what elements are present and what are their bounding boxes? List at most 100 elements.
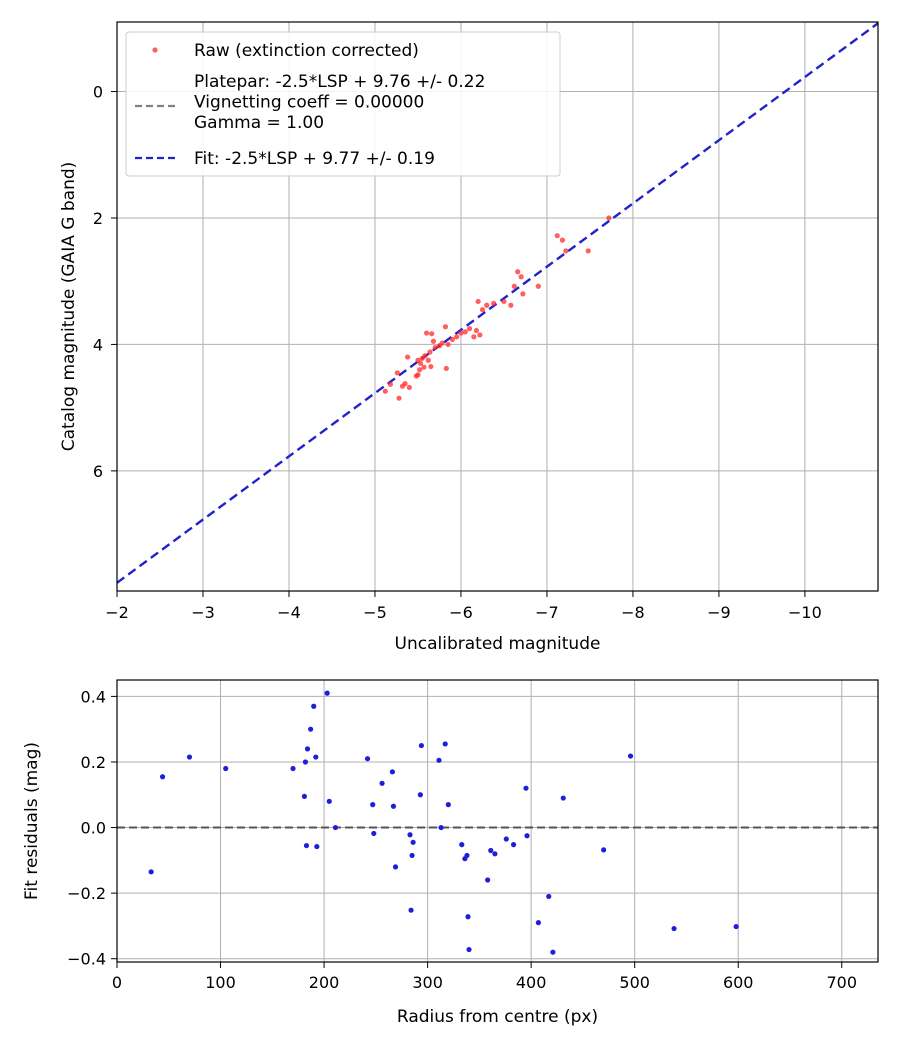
- raw-point: [387, 381, 394, 387]
- top-x-tick-label: −6: [449, 603, 473, 622]
- bottom-y-tick-label: −0.2: [67, 884, 106, 903]
- raw-point: [427, 349, 433, 355]
- residual-point: [409, 852, 415, 859]
- residual-point: [465, 914, 471, 920]
- raw-point: [585, 248, 591, 254]
- top-x-tick-label: −8: [621, 603, 645, 622]
- residual-point: [524, 833, 530, 839]
- raw-point: [606, 215, 612, 221]
- bottom-y-axis-label: Fit residuals (mag): [22, 742, 42, 900]
- raw-point: [475, 298, 481, 305]
- residual-point: [488, 847, 494, 854]
- top-y-axis-label: Catalog magnitude (GAIA G band): [59, 162, 79, 452]
- residual-point: [301, 793, 308, 800]
- residual-point: [186, 754, 193, 760]
- raw-point: [501, 298, 507, 305]
- residual-point: [308, 726, 314, 732]
- residual-point: [148, 869, 154, 875]
- residual-point: [332, 824, 339, 831]
- residual-point: [392, 864, 399, 870]
- residual-point: [304, 746, 311, 752]
- residual-point: [302, 759, 309, 765]
- residual-point: [390, 803, 397, 809]
- raw-point: [417, 360, 424, 366]
- raw-point: [511, 283, 517, 289]
- raw-point: [443, 365, 449, 372]
- raw-point: [462, 329, 468, 335]
- top-plot-frame: [116, 21, 879, 592]
- residual-point: [410, 839, 416, 845]
- legend-platepar-label: Platepar: -2.5*LSP + 9.76 +/- 0.22 Vignet…: [194, 72, 485, 133]
- bottom-x-ticks: 0 100 200 300 400 500 600 700: [112, 962, 857, 992]
- legend-raw-label: Raw (extinction corrected): [194, 41, 419, 61]
- legend-box: [125, 31, 561, 177]
- residual-point: [370, 802, 376, 808]
- top-y-tick-label: 6: [93, 462, 103, 481]
- raw-point: [432, 344, 438, 351]
- raw-point: [554, 233, 560, 239]
- raw-point: [402, 381, 408, 387]
- residual-point: [546, 893, 552, 900]
- residual-point: [326, 798, 332, 804]
- residual-point: [492, 851, 498, 857]
- legend: Raw (extinction corrected) Platepar: -2.…: [125, 31, 561, 177]
- raw-point: [563, 248, 569, 254]
- raw-point: [382, 388, 388, 394]
- residual-point: [535, 920, 541, 926]
- raw-point: [429, 331, 435, 337]
- residual-point: [408, 907, 414, 913]
- raw-point: [473, 327, 480, 334]
- raw-point: [518, 274, 524, 280]
- top-y-tick-label: 4: [93, 335, 103, 354]
- raw-point: [477, 332, 483, 338]
- raw-point: [458, 330, 464, 336]
- residual-point: [442, 741, 448, 747]
- top-points-layer: [382, 215, 612, 401]
- bottom-x-tick-label: 700: [826, 973, 857, 992]
- legend-platepar-line-text: Gamma = 1.00: [194, 113, 324, 133]
- residual-point: [389, 769, 396, 775]
- bottom-x-axis-label: Radius from centre (px): [397, 1007, 598, 1027]
- raw-point: [466, 326, 473, 332]
- legend-fit-label: Fit: -2.5*LSP + 9.77 +/- 0.19: [194, 149, 435, 169]
- bottom-points-layer: [148, 690, 739, 955]
- bottom-y-tick-label: −0.4: [67, 950, 106, 969]
- raw-point: [520, 291, 526, 297]
- raw-point: [484, 302, 490, 308]
- residual-point: [290, 765, 296, 772]
- raw-point: [471, 334, 477, 340]
- top-y-tick-label: 0: [93, 83, 103, 102]
- raw-point: [394, 370, 400, 376]
- residual-point: [379, 780, 385, 786]
- bottom-x-tick-label: 100: [205, 973, 236, 992]
- residual-point: [313, 754, 319, 760]
- raw-point: [535, 283, 541, 289]
- raw-point: [479, 307, 486, 313]
- residual-point: [417, 792, 423, 798]
- residual-point: [223, 765, 229, 772]
- residual-point: [733, 923, 739, 930]
- raw-point: [515, 269, 521, 275]
- residual-point: [627, 753, 634, 759]
- bottom-x-tick-label: 600: [723, 973, 754, 992]
- bottom-y-tick-label: 0.0: [81, 819, 106, 838]
- top-y-tick-label: 2: [93, 209, 103, 228]
- raw-point: [442, 324, 449, 330]
- top-x-tick-label: −10: [788, 603, 822, 622]
- bottom-x-tick-label: 300: [412, 973, 443, 992]
- top-x-tick-label: −4: [277, 603, 301, 622]
- top-x-axis-label: Uncalibrated magnitude: [395, 634, 601, 654]
- raw-point: [417, 367, 423, 373]
- top-fit-line-layer: [116, 22, 879, 584]
- residual-point: [436, 757, 442, 763]
- residual-point: [503, 836, 509, 842]
- residual-point: [466, 946, 472, 953]
- bottom-plot-frame: [116, 679, 879, 963]
- bottom-y-tick-label: 0.4: [81, 687, 106, 706]
- raw-point: [449, 336, 455, 342]
- raw-point: [428, 363, 434, 370]
- raw-point: [415, 372, 421, 378]
- raw-point: [423, 330, 430, 336]
- legend-raw-marker: [152, 47, 158, 53]
